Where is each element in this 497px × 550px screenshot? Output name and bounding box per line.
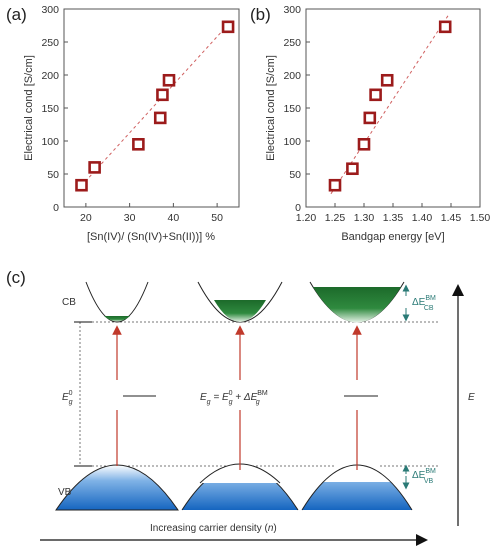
x-tick-label: 1.20 [296, 212, 317, 224]
data-point [153, 111, 167, 125]
y-tick-label: 100 [283, 136, 301, 148]
x-tick-label: 1.30 [354, 212, 375, 224]
data-point [328, 178, 342, 192]
panel-label-b: (b) [250, 5, 271, 24]
y-tick-label: 300 [41, 4, 59, 16]
vb-band-2 [181, 463, 299, 511]
vb-band-1 [55, 464, 179, 511]
dcb-label: ΔEBM CB [412, 295, 436, 312]
x-tick-label: 50 [211, 212, 223, 224]
energy-axis-label: E [468, 392, 475, 403]
chart-b-x-ticks: 1.20 1.25 1.30 1.35 1.40 1.45 1.50 [296, 203, 491, 224]
data-point [369, 88, 382, 102]
data-point [132, 138, 145, 151]
y-tick-label: 150 [283, 103, 301, 115]
y-tick-label: 200 [41, 70, 59, 82]
chart-a-y-label: Electrical cond [S/cm] [23, 55, 35, 161]
dvb-label: ΔEBM VB [412, 468, 436, 485]
chart-a-x-label: [Sn(IV)/ (Sn(IV)+Sn(II))] % [87, 231, 215, 243]
x-tick-label: 1.40 [412, 212, 433, 224]
chart-b-y-ticks: 0 50 100 150 200 250 300 [283, 4, 310, 214]
chart-a-x-ticks: 20 30 40 50 [80, 203, 223, 224]
data-point [438, 20, 452, 34]
chart-b-points [328, 20, 452, 192]
y-tick-label: 250 [41, 37, 59, 49]
y-tick-label: 200 [283, 70, 301, 82]
y-tick-label: 300 [283, 4, 301, 16]
bandgap-equation: Eg = E0 g + ΔEBM g [200, 390, 268, 406]
y-tick-label: 50 [47, 169, 59, 181]
chart-b-x-label: Bandgap energy [eV] [341, 231, 444, 243]
x-tick-label: 1.25 [325, 212, 346, 224]
x-tick-label: 40 [168, 212, 180, 224]
chart-b-y-label: Electrical cond [S/cm] [265, 55, 277, 161]
y-tick-label: 250 [283, 37, 301, 49]
data-point [75, 178, 88, 192]
eg0-label: E0 g [62, 390, 73, 406]
chart-a: 0 50 100 150 200 250 300 20 30 40 50 [Sn(IV)/ (Sn… [23, 4, 240, 243]
data-point [363, 111, 377, 125]
chart-a-trendline [76, 21, 231, 191]
y-tick-label: 50 [289, 169, 301, 181]
equation-gap [104, 380, 404, 410]
chart-a-y-ticks: 0 50 100 150 200 250 300 [41, 4, 68, 214]
x-tick-label: 1.45 [441, 212, 462, 224]
data-point [357, 138, 371, 151]
data-point [221, 20, 235, 34]
data-point [156, 88, 169, 102]
carrier-density-axis-label: Increasing carrier density (n) [150, 523, 277, 534]
y-tick-label: 0 [295, 202, 301, 214]
band-diagram: CB VB E0 g Eg = E0 g + ΔEBM g ΔEBM CB ΔEBM VB… [40, 281, 475, 546]
panel-label-c: (c) [6, 268, 26, 287]
data-point [162, 73, 176, 87]
y-tick-label: 0 [53, 202, 59, 214]
vb-label: VB [58, 487, 72, 498]
x-tick-label: 1.50 [470, 212, 491, 224]
cb-label: CB [62, 297, 76, 308]
data-point [380, 73, 394, 87]
y-tick-label: 100 [41, 136, 59, 148]
chart-b-frame [305, 8, 481, 208]
chart-a-points [75, 20, 235, 192]
cb-band-1 [85, 281, 149, 323]
chart-a-frame [63, 8, 240, 208]
data-point [346, 162, 359, 176]
x-tick-label: 1.35 [383, 212, 404, 224]
data-point [88, 161, 101, 174]
x-tick-label: 20 [80, 212, 92, 224]
cb-band-3 [309, 281, 405, 323]
cb-band-2 [197, 281, 283, 323]
vb-band-3 [301, 457, 413, 511]
panel-label-a: (a) [6, 5, 27, 24]
y-tick-label: 150 [41, 103, 59, 115]
x-tick-label: 30 [124, 212, 136, 224]
